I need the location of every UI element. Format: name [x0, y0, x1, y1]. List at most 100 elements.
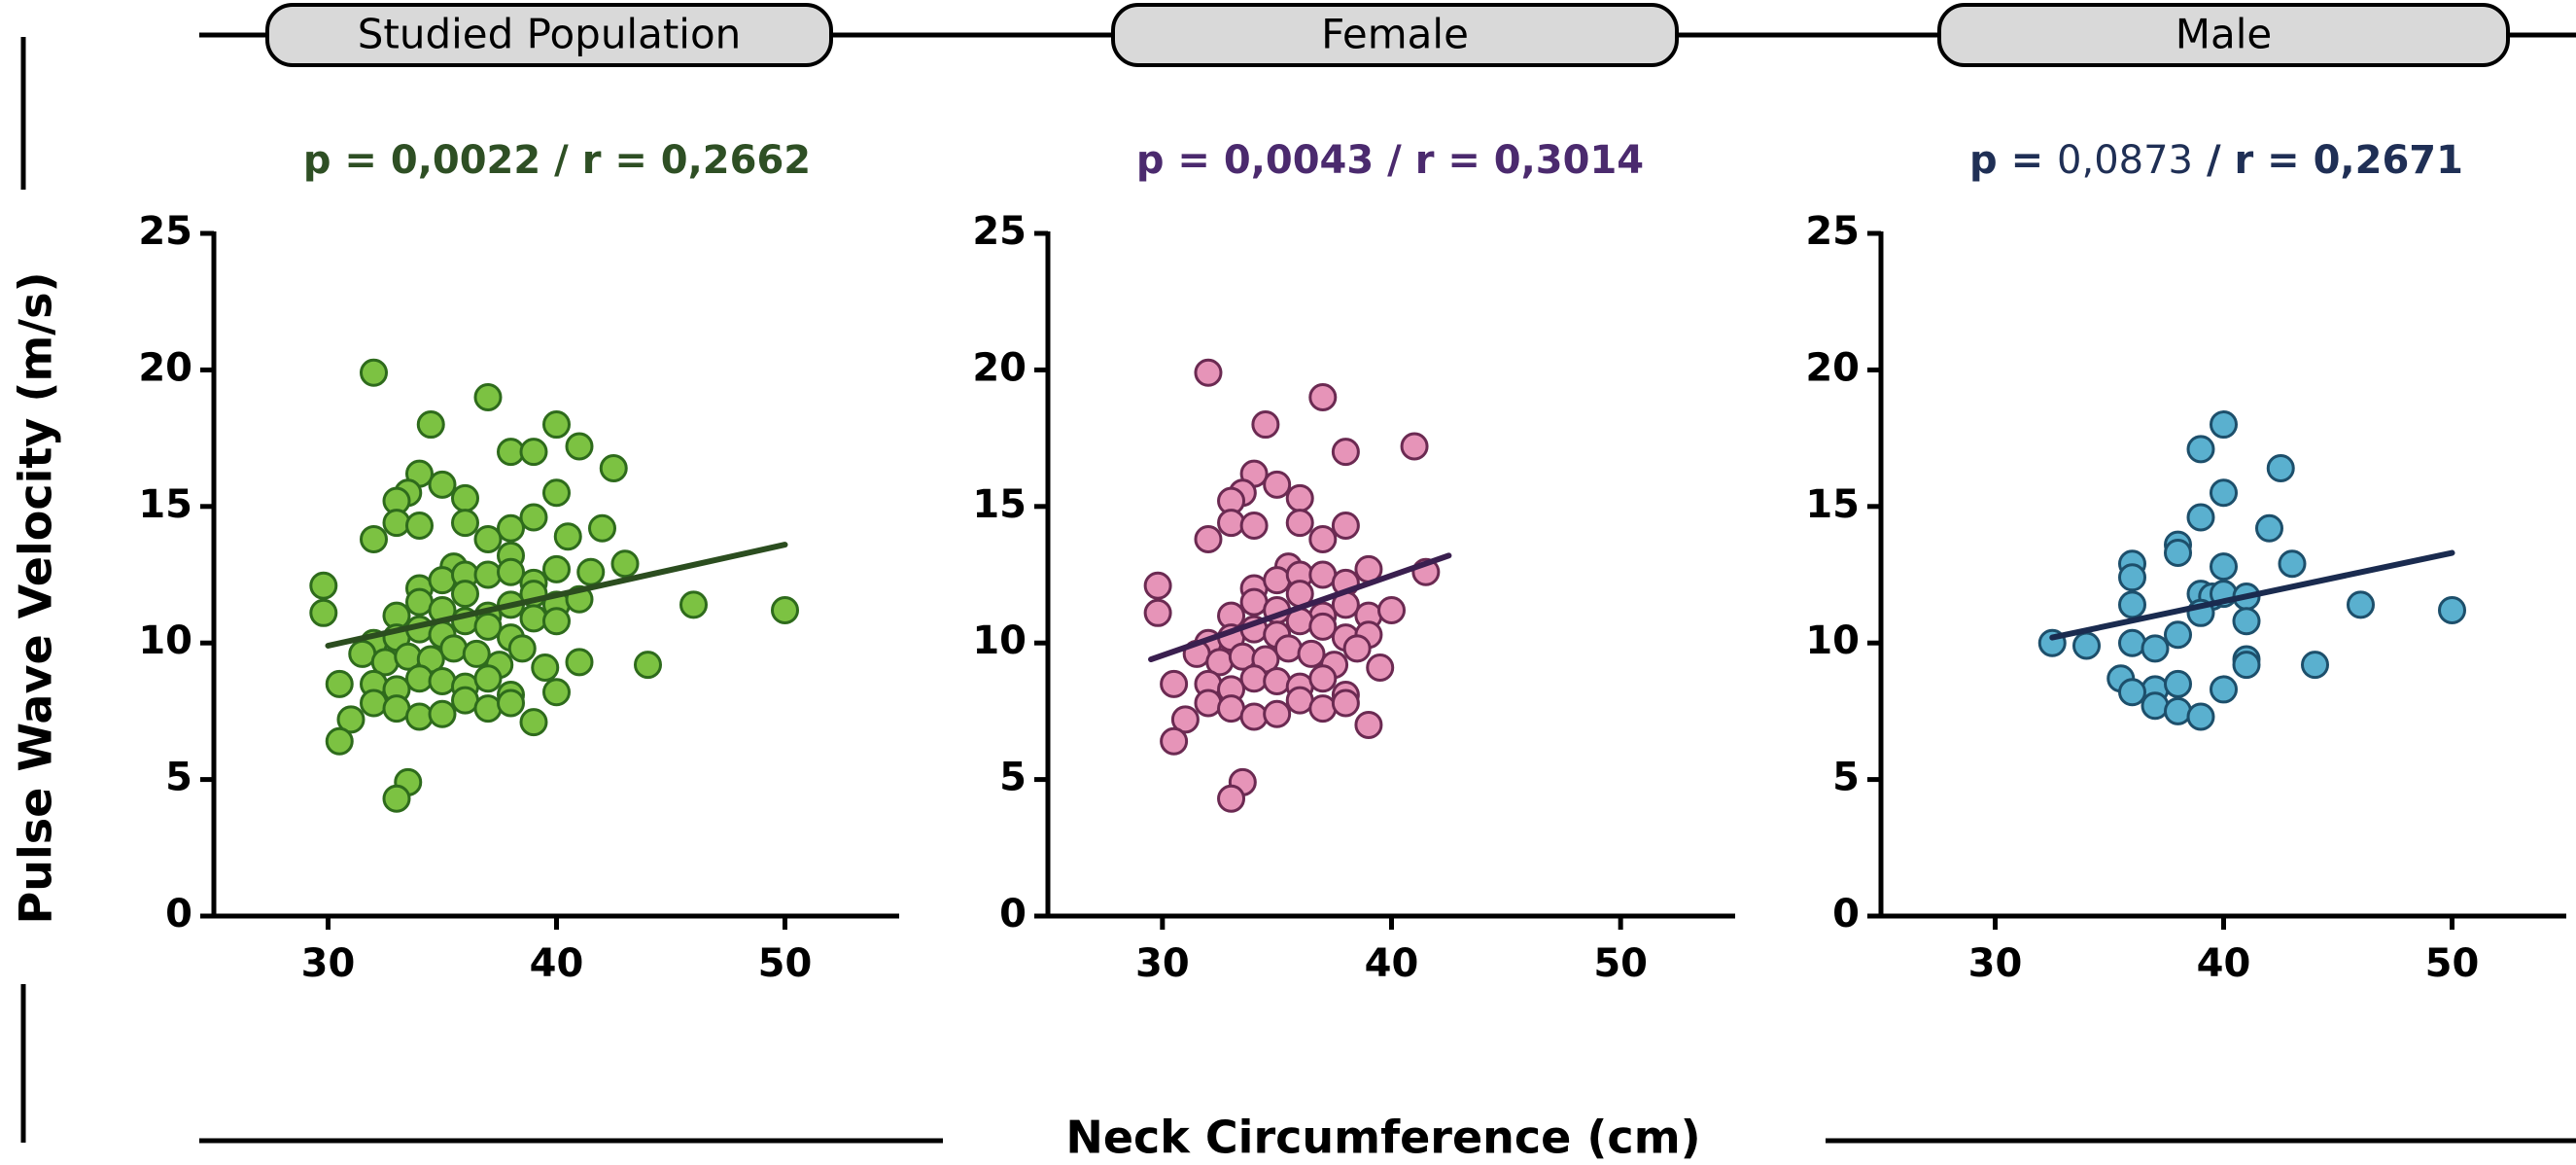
data-point — [497, 688, 525, 718]
data-point — [2072, 631, 2101, 660]
data-point — [2347, 590, 2375, 619]
data-point — [473, 560, 503, 589]
data-point — [1217, 509, 1246, 538]
y-tick-label: 25 — [972, 209, 1027, 254]
data-point — [1308, 694, 1338, 724]
y-tick-label: 5 — [165, 756, 192, 800]
data-point — [336, 705, 366, 734]
y-tick-label: 25 — [138, 209, 192, 254]
panel-title-pill — [265, 3, 833, 67]
data-point — [519, 708, 548, 737]
data-point — [542, 607, 571, 636]
data-point — [519, 438, 548, 467]
data-point — [473, 382, 503, 411]
data-point — [1285, 509, 1314, 538]
data-point — [360, 524, 388, 553]
data-point — [2141, 634, 2170, 663]
y-tick-label: 10 — [1805, 618, 1860, 663]
data-point — [1143, 571, 1172, 600]
data-point — [634, 651, 662, 680]
data-point — [1354, 710, 1383, 739]
data-point — [542, 478, 571, 508]
data-point — [1308, 664, 1338, 693]
data-point — [1194, 524, 1223, 553]
data-point — [473, 524, 503, 553]
data-point — [531, 653, 560, 682]
stats-line: p = 0,0022 / r = 0,2662 — [303, 138, 811, 183]
data-point — [309, 598, 338, 627]
trend-line — [325, 542, 788, 650]
data-point — [2164, 696, 2192, 725]
data-point — [2232, 651, 2261, 680]
data-point — [497, 557, 525, 586]
data-point — [1297, 639, 1326, 668]
data-point — [416, 410, 445, 440]
y-tick-label: 20 — [1805, 345, 1860, 390]
data-point — [382, 509, 411, 538]
data-point — [405, 511, 434, 540]
panel-male: Male p = 0,0873 / r = 0,2671 0 5 10 15 20 25 30 4… — [1805, 3, 2566, 986]
data-point — [2186, 435, 2215, 464]
data-point — [2232, 607, 2261, 636]
data-point — [451, 580, 479, 609]
data-point — [2186, 702, 2215, 731]
data-point — [309, 571, 338, 600]
x-axis-title: Neck Circumference (cm) — [1065, 1112, 1700, 1164]
stat-r-label: r = — [582, 138, 661, 183]
data-point — [1194, 358, 1223, 387]
data-point — [2210, 675, 2238, 704]
y-tick-label: 15 — [138, 482, 192, 527]
stat-p-label: p = — [1969, 138, 2057, 183]
x-tick-label: 50 — [1593, 941, 1648, 986]
y-tick-label: 0 — [1832, 892, 1860, 936]
data-point — [1342, 634, 1372, 663]
stat-p-label: p = — [303, 138, 391, 183]
data-point — [519, 503, 548, 532]
data-point — [1285, 483, 1314, 512]
stat-p-value: 0,0043 — [1224, 138, 1374, 183]
data-point — [2118, 563, 2146, 592]
stat-r-label: r = — [1415, 138, 1494, 183]
data-point — [2164, 539, 2192, 568]
data-point — [1217, 784, 1246, 813]
stat-separator: / — [540, 138, 581, 183]
data-point — [325, 726, 354, 756]
data-point — [1160, 669, 1189, 698]
data-point — [405, 664, 434, 693]
data-point — [1377, 596, 1406, 625]
stat-r-value: 0,2662 — [661, 138, 811, 183]
y-tick-label: 15 — [972, 482, 1027, 527]
data-point — [2301, 651, 2329, 680]
stats-line: p = 0,0873 / r = 0,2671 — [1969, 138, 2463, 183]
data-point — [428, 470, 457, 499]
y-axis-title: Pulse Wave Velocity (m/s) — [10, 272, 62, 925]
data-point — [576, 557, 606, 586]
y-tick-label: 0 — [165, 892, 192, 936]
data-point — [542, 678, 571, 707]
data-point — [1239, 511, 1269, 540]
trend-line — [2049, 549, 2455, 641]
data-point — [565, 432, 594, 461]
data-point — [2141, 691, 2170, 721]
data-point — [1331, 688, 1360, 718]
data-point — [1308, 382, 1338, 411]
stat-p-value: 0,0873 — [2057, 138, 2193, 183]
data-point — [1273, 634, 1303, 663]
data-point — [360, 688, 388, 718]
data-point — [2210, 478, 2238, 508]
stat-p-label: p = — [1136, 138, 1224, 183]
data-point — [1170, 705, 1200, 734]
data-point — [439, 634, 469, 663]
data-point — [679, 590, 708, 619]
data-point — [428, 699, 457, 728]
y-tick-label: 5 — [999, 756, 1027, 800]
data-point — [1308, 612, 1338, 641]
data-point — [519, 604, 548, 633]
data-point — [1400, 432, 1429, 461]
data-point — [1366, 653, 1395, 682]
y-tick-label: 15 — [1805, 482, 1860, 527]
data-point — [2118, 590, 2146, 619]
y-tick-label: 20 — [972, 345, 1027, 390]
x-tick-label: 50 — [2425, 941, 2480, 986]
data-point — [542, 554, 571, 583]
